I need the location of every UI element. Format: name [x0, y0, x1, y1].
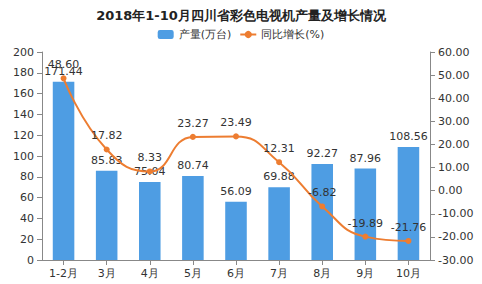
svg-text:23.49: 23.49	[220, 116, 252, 129]
svg-text:10月: 10月	[396, 267, 421, 280]
svg-text:-30.00: -30.00	[438, 254, 473, 267]
svg-text:40: 40	[20, 212, 34, 225]
svg-text:同比增长(%): 同比增长(%)	[261, 28, 324, 41]
svg-text:3月: 3月	[98, 267, 116, 280]
svg-text:80.74: 80.74	[177, 159, 209, 172]
svg-text:-6.82: -6.82	[308, 186, 336, 199]
svg-text:40.00: 40.00	[438, 92, 470, 105]
svg-text:9月: 9月	[356, 267, 374, 280]
svg-text:23.27: 23.27	[177, 117, 209, 130]
svg-text:56.09: 56.09	[220, 185, 252, 198]
svg-text:100: 100	[13, 150, 34, 163]
svg-text:0: 0	[27, 254, 34, 267]
svg-text:12.31: 12.31	[263, 142, 295, 155]
svg-text:80: 80	[20, 170, 34, 183]
svg-text:30.00: 30.00	[438, 115, 470, 128]
svg-text:48.60: 48.60	[48, 58, 80, 71]
svg-text:17.82: 17.82	[91, 129, 123, 142]
svg-text:60.00: 60.00	[438, 46, 470, 59]
svg-text:60: 60	[20, 191, 34, 204]
svg-text:140: 140	[13, 108, 34, 121]
svg-text:产量(万台): 产量(万台)	[179, 28, 232, 41]
svg-text:1-2月: 1-2月	[49, 267, 78, 280]
svg-text:75.04: 75.04	[134, 165, 166, 178]
svg-text:108.56: 108.56	[389, 130, 428, 143]
svg-text:69.88: 69.88	[263, 170, 295, 184]
svg-text:180: 180	[13, 66, 34, 79]
svg-text:5月: 5月	[184, 267, 202, 280]
svg-text:0.00: 0.00	[438, 184, 463, 197]
svg-text:8月: 8月	[313, 267, 331, 280]
svg-text:-20.00: -20.00	[438, 230, 473, 243]
svg-text:20.00: 20.00	[438, 138, 470, 151]
svg-text:87.96: 87.96	[350, 152, 382, 165]
svg-text:200: 200	[13, 46, 34, 59]
svg-text:85.83: 85.83	[90, 153, 123, 167]
svg-text:160: 160	[13, 87, 34, 100]
svg-text:-21.76: -21.76	[391, 221, 426, 234]
svg-text:50.00: 50.00	[438, 69, 470, 82]
svg-text:-10.00: -10.00	[438, 207, 473, 220]
svg-text:8.33: 8.33	[138, 151, 163, 164]
svg-text:20: 20	[20, 233, 34, 246]
svg-text:4月: 4月	[141, 267, 159, 280]
svg-text:2018年1-10月四川省彩色电视机产量及增长情况: 2018年1-10月四川省彩色电视机产量及增长情况	[96, 8, 387, 23]
svg-text:10.00: 10.00	[438, 161, 470, 174]
svg-text:120: 120	[13, 129, 34, 142]
svg-text:92.27: 92.27	[306, 147, 338, 160]
svg-text:-19.89: -19.89	[348, 217, 383, 230]
svg-text:6月: 6月	[227, 267, 245, 280]
svg-text:7月: 7月	[270, 267, 288, 280]
